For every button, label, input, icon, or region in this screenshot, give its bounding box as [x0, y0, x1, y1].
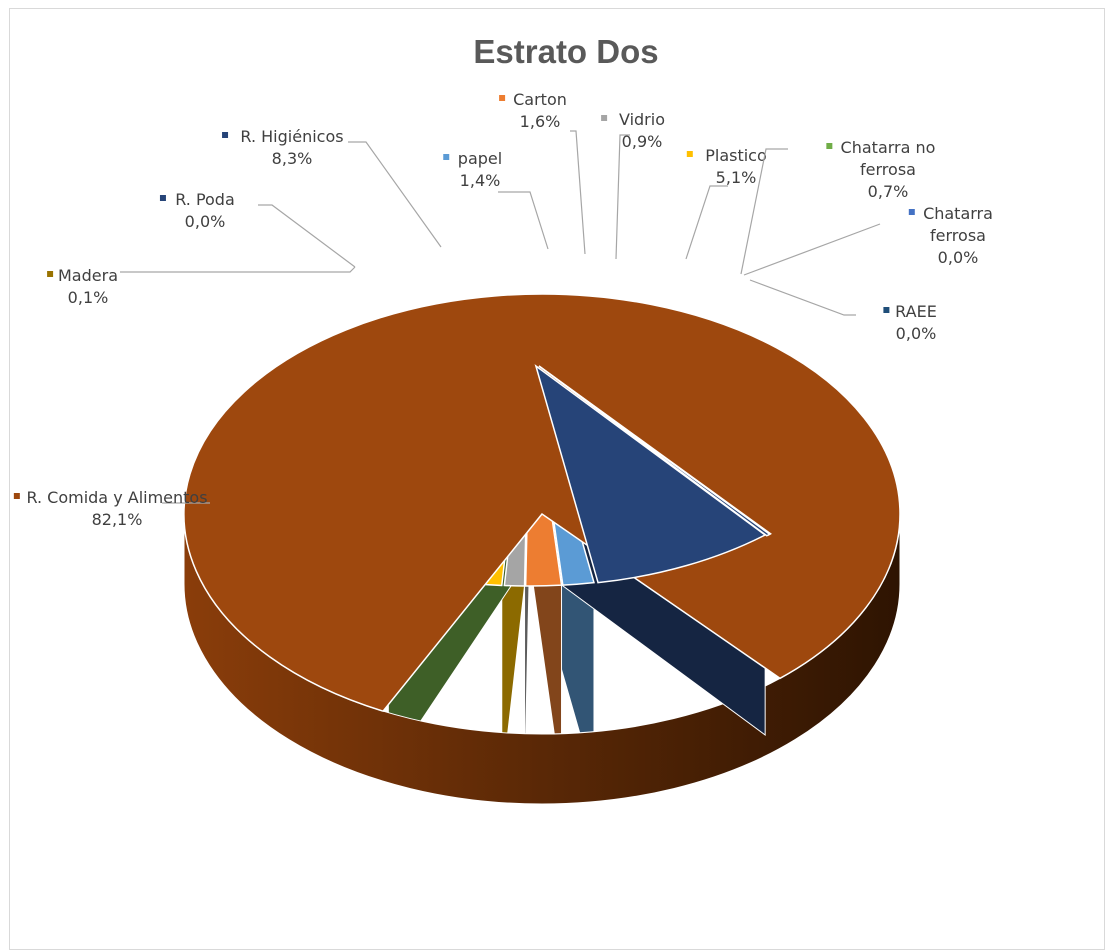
chart-title: Estrato Dos	[473, 33, 658, 70]
leader-line-chatarra-ferrosa	[743, 223, 881, 276]
value-label-carton: 1,6%	[520, 112, 561, 131]
leader-line-madera	[120, 266, 356, 273]
category-label-chatarra-no-ferrosa: ferrosa	[860, 160, 916, 179]
slice-r-higi-nicos	[534, 364, 767, 584]
value-label-r-higi-nicos: 8,3%	[272, 149, 313, 168]
slice-r-comida-y-alimentos	[183, 293, 901, 713]
legend-marker-raee	[883, 307, 890, 313]
value-label-chatarra-ferrosa: 0,0%	[938, 248, 979, 267]
slice-labels: papel 1,4% Carton 1,6% Vidrio 0,9% Plastico 5,1…	[13, 90, 993, 529]
category-label-vidrio: Vidrio	[619, 110, 665, 129]
value-label-papel: 1,4%	[460, 171, 501, 190]
leader-line-chatarra-no-ferrosa	[740, 148, 788, 275]
category-label-chatarra-ferrosa: ferrosa	[930, 226, 986, 245]
category-label-r-higi-nicos: R. Higiénicos	[240, 127, 343, 146]
pie-slices	[183, 293, 901, 805]
value-label-vidrio: 0,9%	[622, 132, 663, 151]
category-label-r-comida-y-alimentos: R. Comida y Alimentos	[26, 488, 207, 507]
legend-marker-r-poda	[159, 195, 166, 201]
leader-line-raee	[749, 279, 856, 316]
legend-marker-plastico	[686, 151, 693, 157]
leader-line-papel	[498, 191, 549, 250]
value-label-chatarra-no-ferrosa: 0,7%	[868, 182, 909, 201]
value-label-plastico: 5,1%	[716, 168, 757, 187]
chart-frame: Estrato Dos papel 1,4% Carton 1,6% Vidrio 0,9…	[9, 8, 1105, 950]
leader-line-carton	[570, 130, 586, 255]
category-label-papel: papel	[458, 149, 502, 168]
legend-marker-r-comida-y-alimentos	[13, 493, 20, 499]
legend-marker-madera	[47, 271, 54, 277]
category-label-chatarra-ferrosa: Chatarra	[923, 204, 993, 223]
category-label-madera: Madera	[58, 266, 118, 285]
leader-line-r-poda	[258, 204, 356, 268]
value-label-r-poda: 0,0%	[185, 212, 226, 231]
category-label-carton: Carton	[513, 90, 567, 109]
value-label-raee: 0,0%	[896, 324, 937, 343]
legend-marker-chatarra-ferrosa	[908, 209, 915, 215]
legend-marker-papel	[443, 154, 450, 160]
pie-chart: Estrato Dos papel 1,4% Carton 1,6% Vidrio 0,9…	[13, 33, 993, 805]
legend-marker-carton	[499, 95, 506, 101]
legend-marker-r-higi-nicos	[222, 132, 229, 138]
category-label-plastico: Plastico	[705, 146, 767, 165]
leader-line-plastico	[685, 185, 728, 260]
leader-line-vidrio	[615, 134, 630, 260]
category-label-r-poda: R. Poda	[175, 190, 235, 209]
category-label-raee: RAEE	[895, 302, 937, 321]
category-label-chatarra-no-ferrosa: Chatarra no	[841, 138, 936, 157]
legend-marker-vidrio	[601, 115, 608, 121]
legend-marker-chatarra-no-ferrosa	[826, 143, 833, 149]
value-label-r-comida-y-alimentos: 82,1%	[92, 510, 143, 529]
leader-line-r-higi-nicos	[348, 141, 442, 248]
slice-r-poda	[538, 365, 772, 537]
value-label-madera: 0,1%	[68, 288, 109, 307]
